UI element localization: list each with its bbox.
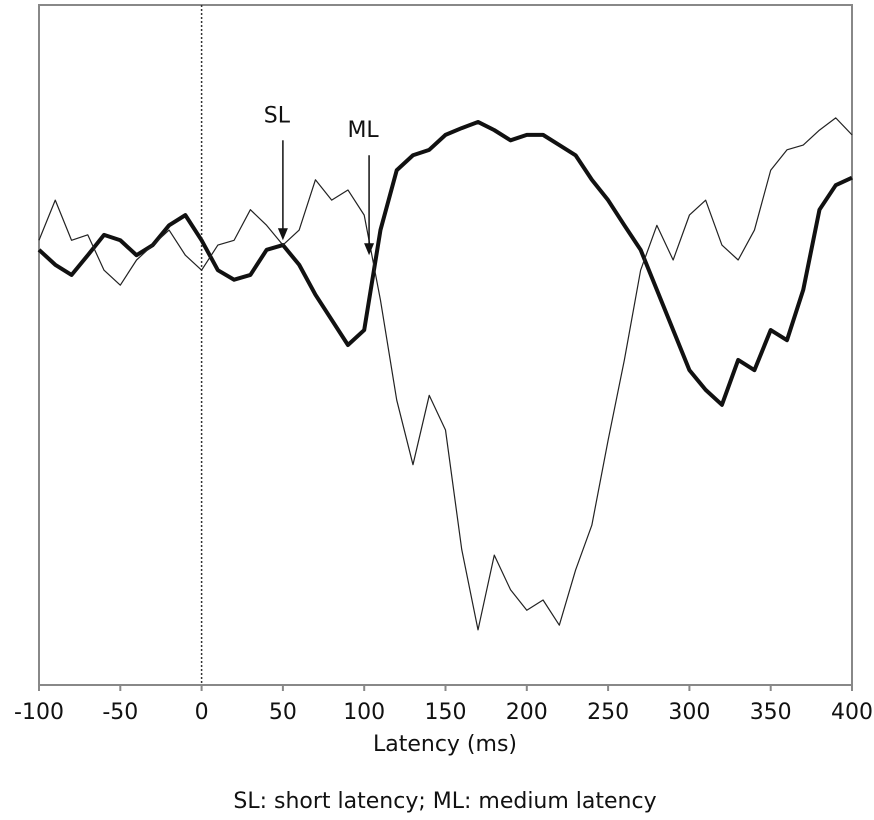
x-tick-label: 250 [587, 700, 629, 725]
footnote: SL: short latency; ML: medium latency [233, 789, 656, 814]
x-tick-label: 200 [506, 700, 548, 725]
line-series [38, 117, 853, 631]
plot-frame [38, 4, 853, 686]
arrow-head [277, 228, 288, 241]
x-axis-label: Latency (ms) [373, 732, 517, 757]
x-tick-label: 300 [668, 700, 710, 725]
arrow-head [364, 243, 375, 256]
x-tick-label: -50 [102, 700, 138, 725]
x-tick-label: 0 [195, 700, 209, 725]
line-series [37, 119, 853, 407]
x-tick-label: 50 [269, 700, 297, 725]
x-tick-label: 150 [425, 700, 467, 725]
x-tick-label: 100 [343, 700, 385, 725]
annotation-label: SL [264, 103, 291, 128]
x-tick-label: 350 [750, 700, 792, 725]
x-tick-label: -100 [14, 700, 64, 725]
x-tick-label: 400 [831, 700, 873, 725]
annotation-label: ML [347, 118, 379, 143]
